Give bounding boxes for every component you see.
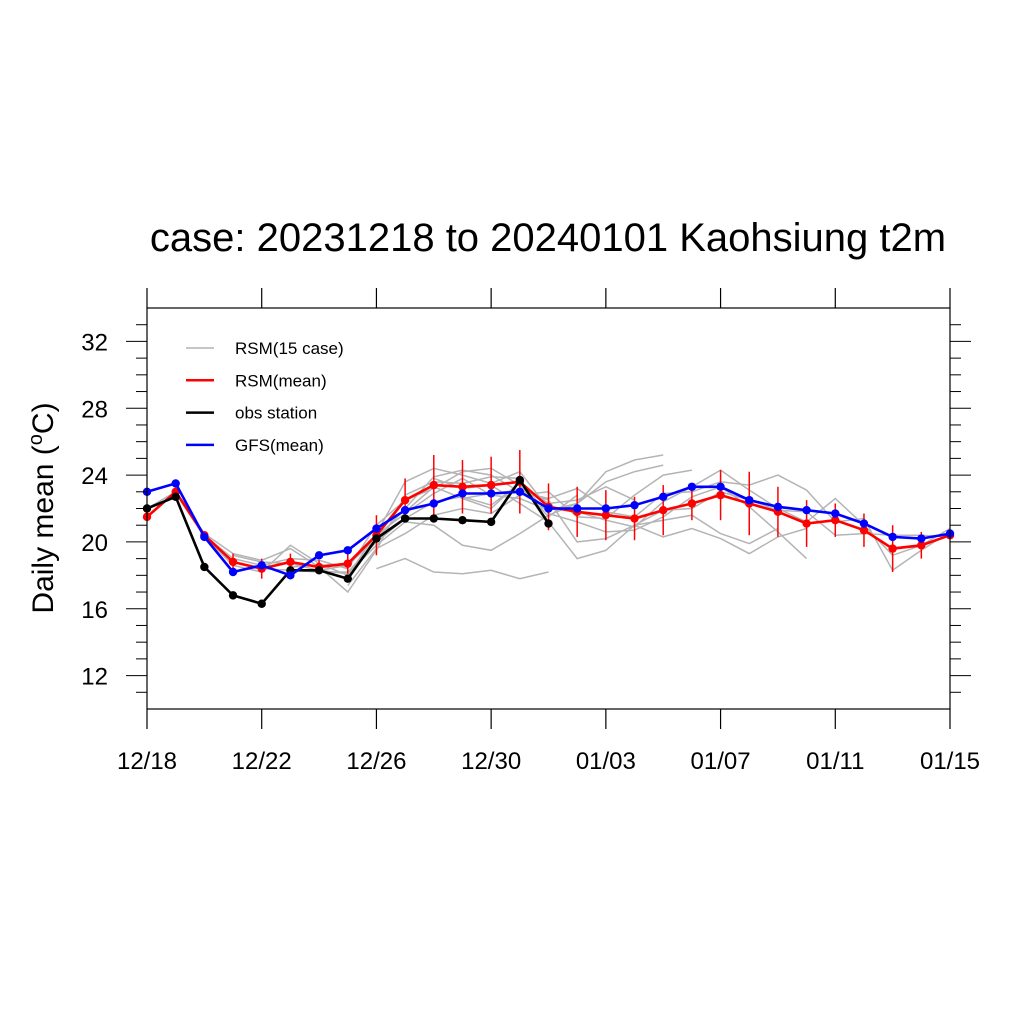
gfs-mean-point [773, 502, 783, 512]
obs-station-point [515, 475, 525, 485]
x-tick-label: 12/22 [232, 748, 292, 775]
rsm-mean-point [659, 505, 668, 515]
rsm-mean-point [286, 557, 295, 567]
gfs-mean-point [659, 492, 668, 502]
plot-area [142, 450, 955, 608]
axes: 12/18 12/22 12/26 12/30 01/03 01/07 01/11 01/15… [81, 288, 980, 775]
rsm-mean-point [343, 559, 352, 568]
gfs-mean-point [572, 504, 582, 513]
ensemble-member-line-2 [175, 467, 550, 577]
ensemble-member-line-9 [376, 557, 549, 580]
x-tick-label: 12/18 [117, 748, 177, 775]
legend-label-gfs-mean: GFS(mean) [235, 436, 324, 455]
x-tick-label: 01/11 [806, 748, 864, 775]
obs-station-point [200, 562, 209, 572]
rsm-mean-point [429, 480, 438, 490]
gfs-mean-point [544, 504, 553, 513]
legend-label-obs-station: obs station [235, 404, 317, 423]
gfs-mean-point [343, 546, 352, 555]
y-axis-unit-open: ( [27, 445, 60, 455]
gfs-mean-point [372, 524, 381, 533]
x-tick-label: 01/03 [576, 748, 636, 775]
gfs-mean-point [745, 495, 754, 505]
ensemble-member-line-15 [634, 490, 951, 538]
rsm-mean-point [486, 480, 496, 490]
rsm-mean-point [888, 544, 897, 553]
y-tick-label: 24 [81, 463, 108, 490]
rsm-mean-point [859, 526, 869, 535]
gfs-mean-point [171, 479, 180, 488]
ensemble-member-line-1 [146, 476, 520, 594]
rsm-mean-point [802, 519, 811, 528]
y-axis-label: Daily mean (oC) [25, 402, 60, 613]
legend-label-rsm-mean: RSM(mean) [235, 371, 327, 390]
rsm-mean-point [458, 482, 467, 491]
rsm-mean-point [831, 515, 840, 525]
legend: RSM(15 case) RSM(mean) obs station GFS(mean… [186, 339, 344, 455]
gfs-mean-point [486, 489, 496, 498]
x-tick-label: 12/30 [461, 748, 521, 775]
gfs-mean-point [888, 532, 897, 542]
gfs-mean-point [458, 489, 467, 498]
gfs-mean-point [286, 571, 295, 580]
rsm-mean-point [716, 490, 725, 500]
gfs-mean-point [515, 487, 525, 496]
obs-station-point [429, 514, 438, 523]
obs-station-point [228, 591, 238, 600]
y-tick-label: 32 [81, 329, 108, 356]
legend-label-rsm-15-case: RSM(15 case) [235, 339, 344, 358]
y-axis-unit-degree: o [25, 434, 47, 445]
gfs-mean-point [601, 504, 611, 513]
x-tick-label: 01/15 [920, 748, 980, 775]
gfs-mean-point [400, 505, 410, 515]
ensemble-member-line-11 [433, 477, 807, 560]
obs-station-point [171, 492, 180, 502]
rsm-mean-point [687, 499, 697, 508]
chart-title: case: 20231218 to 20240101 Kaohsiung t2m [150, 216, 946, 260]
obs-station-point [314, 566, 324, 575]
rsm-mean-point [630, 514, 639, 523]
obs-station-point [544, 519, 553, 528]
gfs-mean-point [630, 500, 639, 510]
obs-station-point [400, 514, 410, 523]
gfs-mean-point [917, 534, 926, 543]
gfs-mean-point [228, 567, 238, 577]
rsm-mean-point [601, 510, 611, 520]
obs-station-point [372, 534, 381, 543]
obs-station-point [458, 515, 467, 525]
gfs-mean-point [859, 519, 869, 528]
gfs-mean-point [802, 505, 811, 515]
y-tick-label: 12 [81, 664, 108, 691]
ensemble-member-line-10 [404, 485, 779, 545]
y-tick-label: 16 [81, 597, 108, 624]
gfs-mean-point [687, 482, 697, 491]
rsm-mean-point [400, 495, 410, 505]
obs-station-point [343, 574, 352, 583]
gfs-mean-point [314, 551, 324, 560]
y-axis-label-text: Daily mean [27, 464, 60, 614]
y-tick-label: 28 [81, 396, 108, 423]
rsm-mean-point [917, 541, 926, 550]
x-tick-label: 01/07 [691, 748, 751, 775]
y-tick-label: 20 [81, 530, 108, 557]
x-tick-label: 12/26 [346, 748, 406, 775]
gfs-mean-point [429, 499, 438, 508]
gfs-mean-point [716, 482, 725, 491]
gfs-mean-point [257, 561, 266, 570]
gfs-mean-point [200, 532, 209, 542]
gfs-mean-point [831, 509, 840, 518]
obs-station-point [257, 599, 266, 608]
obs-station-point [486, 517, 496, 527]
rsm-mean-point [228, 557, 238, 567]
y-axis-unit-close: C) [27, 402, 60, 434]
